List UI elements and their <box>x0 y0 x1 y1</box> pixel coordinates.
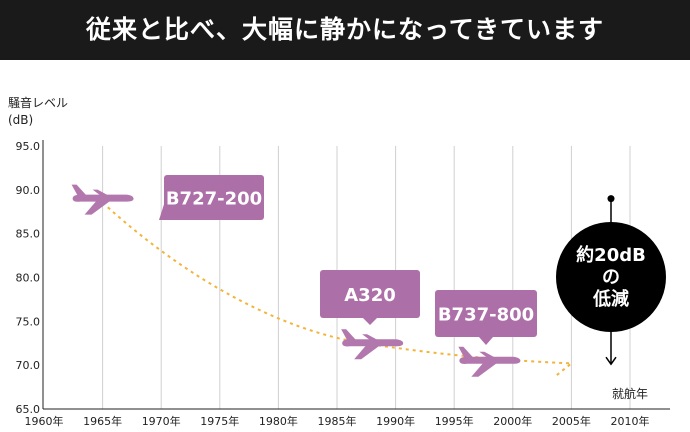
x-tick-label: 2000年 <box>493 414 532 428</box>
airplane-mark <box>71 184 134 215</box>
x-tick-label: 1975年 <box>200 414 239 428</box>
y-axis-title: 騒音レベル <box>8 96 69 110</box>
annotation-text: 低減 <box>592 288 629 310</box>
annotation-text: 約20dB <box>576 244 646 266</box>
data-label: B737-800 <box>438 305 534 326</box>
y-tick-label: 95.0 <box>16 140 41 153</box>
callout-box <box>320 270 420 318</box>
y-axis-label: 騒音レベル (dB) <box>8 95 68 129</box>
y-axis-unit: (dB) <box>8 113 34 127</box>
annotation-text: の <box>602 267 620 288</box>
x-tick-label: 1995年 <box>435 414 474 428</box>
y-tick-label: 70.0 <box>16 359 41 372</box>
y-tick-label: 90.0 <box>16 184 41 197</box>
annotation-arrowhead <box>605 356 617 366</box>
y-tick-label: 65.0 <box>16 403 41 416</box>
x-tick-label: 1980年 <box>259 414 298 428</box>
x-tick-label: 1985年 <box>318 414 357 428</box>
page-title: 従来と比べ、大幅に静かになってきています <box>85 15 604 44</box>
y-tick-label: 80.0 <box>16 272 41 285</box>
x-tick-label: 1965年 <box>83 414 122 428</box>
x-axis-unit: 就航年 <box>612 387 649 401</box>
annotation-circle <box>556 222 666 332</box>
x-tick-label: 1990年 <box>376 414 415 428</box>
callout-box <box>164 175 264 220</box>
y-tick-label: 75.0 <box>16 315 41 328</box>
y-tick-label: 85.0 <box>16 228 41 241</box>
callout-pointer <box>363 318 377 325</box>
title-bar: 従来と比べ、大幅に静かになってきています <box>0 0 690 60</box>
callout-pointer <box>479 337 493 345</box>
callout-pointer <box>159 198 173 220</box>
x-tick-label: 1960年 <box>25 414 64 428</box>
callout-box <box>435 290 537 337</box>
x-tick-label: 2010年 <box>611 414 650 428</box>
airplane-mark <box>458 346 521 377</box>
x-tick-label: 1970年 <box>142 414 181 428</box>
data-label: B727-200 <box>166 189 262 210</box>
x-tick-label: 2005年 <box>552 414 591 428</box>
airplane-mark <box>341 329 404 360</box>
data-label: A320 <box>344 285 396 306</box>
